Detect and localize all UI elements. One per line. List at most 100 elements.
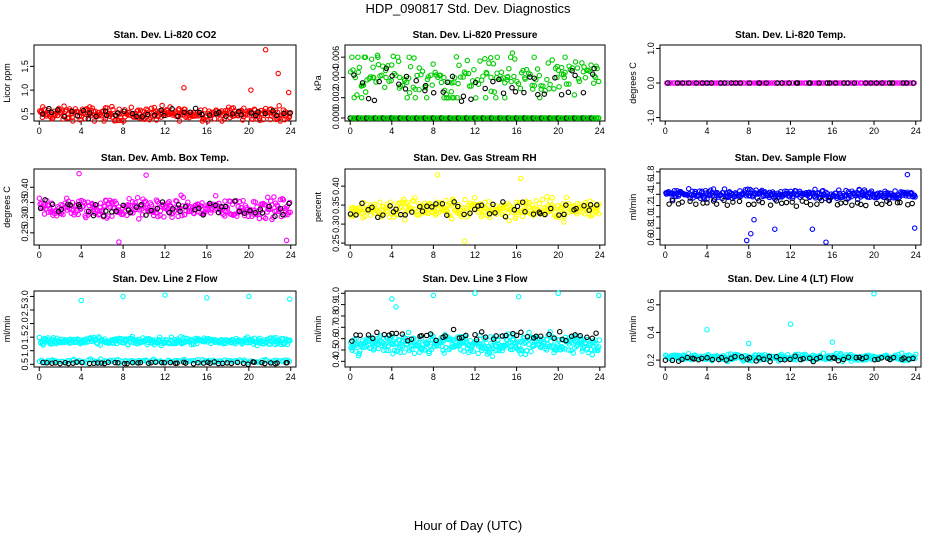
- data-point-primary: [687, 195, 693, 201]
- data-point-primary: [547, 329, 553, 335]
- data-point-secondary: [207, 200, 213, 207]
- data-point-baseline: [394, 115, 400, 121]
- data-point-primary: [109, 103, 115, 110]
- data-point-primary: [212, 192, 219, 199]
- data-point-primary-scatter: [456, 62, 462, 69]
- data-point-secondary: [572, 332, 578, 338]
- data-point-baseline: [555, 115, 561, 121]
- data-point-secondary: [753, 358, 759, 364]
- data-point-secondary: [897, 199, 903, 206]
- points-group: [663, 171, 918, 245]
- data-point-secondary: [503, 332, 509, 339]
- data-point-primary: [478, 213, 485, 220]
- data-point-primary-scatter: [419, 68, 426, 75]
- data-point-secondary: [286, 200, 292, 207]
- data-point-primary: [892, 188, 898, 194]
- data-point-primary-scatter: [487, 55, 494, 61]
- data-point-secondary: [561, 211, 567, 218]
- data-point-primary: [674, 352, 680, 359]
- data-point-secondary: [905, 201, 911, 208]
- data-point-primary: [279, 196, 286, 202]
- data-point-secondary: [120, 202, 126, 209]
- points-group: [37, 47, 294, 124]
- data-point-primary-scatter: [572, 59, 579, 65]
- data-point-secondary: [766, 353, 773, 360]
- x-tick-label: 20: [553, 250, 563, 260]
- data-point-primary: [49, 115, 55, 122]
- data-point-primary: [280, 335, 286, 342]
- x-tick-label: 0: [663, 126, 668, 136]
- data-point-primary: [378, 338, 385, 345]
- data-point-primary-scatter: [455, 80, 461, 87]
- data-point-primary: [287, 337, 293, 344]
- data-point-secondary: [863, 354, 869, 360]
- data-point-primary: [820, 350, 827, 356]
- data-point-secondary: [482, 85, 488, 92]
- data-point-primary: [405, 329, 412, 336]
- data-point-baseline: [527, 115, 533, 121]
- data-point-primary-scatter: [551, 86, 557, 92]
- data-point-secondary: [351, 72, 357, 78]
- data-point-secondary: [826, 197, 833, 204]
- data-point-primary: [389, 333, 395, 340]
- y-tick-label: 0.7: [331, 321, 341, 334]
- data-point-secondary: [826, 80, 833, 86]
- data-point-primary-scatter: [555, 67, 562, 73]
- data-point-baseline: [545, 115, 551, 121]
- x-tick-label: 20: [244, 126, 254, 136]
- data-point-primary: [460, 205, 467, 212]
- data-point-primary: [185, 199, 191, 205]
- data-point-secondary: [76, 203, 83, 210]
- data-point-baseline: [548, 115, 555, 121]
- x-tick-label: 16: [512, 126, 522, 136]
- data-point-primary: [488, 74, 494, 81]
- data-point-baseline: [387, 115, 393, 121]
- data-point-outlier: [751, 216, 757, 223]
- data-point-outlier: [248, 87, 254, 93]
- data-point-baseline: [490, 115, 497, 121]
- data-point-secondary: [152, 359, 159, 365]
- panel-2: Stan. Dev. Li-820 Pressure 0 4 8 12 16 20 24 0.0…: [313, 30, 606, 136]
- data-point-secondary: [270, 108, 276, 114]
- data-point-secondary: [46, 105, 52, 112]
- data-point-baseline: [457, 115, 463, 121]
- data-point-baseline: [560, 115, 566, 121]
- data-point-baseline: [498, 115, 505, 121]
- data-point-secondary: [679, 199, 685, 205]
- data-point-secondary: [442, 333, 448, 339]
- data-point-baseline: [465, 115, 472, 121]
- data-point-secondary: [393, 330, 400, 337]
- data-point-secondary: [349, 338, 355, 344]
- data-point-secondary: [277, 205, 284, 212]
- data-point-secondary: [371, 97, 378, 104]
- x-tick-label: 0: [348, 126, 353, 136]
- x-tick-label: 24: [286, 126, 296, 136]
- panel-title: Stan. Dev. Gas Stream RH: [413, 153, 536, 164]
- data-point-primary: [176, 106, 182, 112]
- data-point-primary-scatter: [588, 62, 594, 68]
- data-point-secondary: [386, 332, 392, 338]
- data-point-baseline: [369, 115, 375, 121]
- data-point-secondary: [787, 356, 793, 363]
- data-point-primary: [276, 336, 283, 343]
- y-axis-label: Licor ppm: [2, 63, 12, 103]
- data-point-secondary: [832, 80, 839, 86]
- data-point-secondary: [387, 203, 393, 209]
- data-point-secondary: [215, 209, 222, 216]
- data-point-primary: [239, 117, 246, 123]
- data-point-primary: [89, 105, 96, 111]
- x-tick-label: 8: [746, 250, 751, 260]
- data-point-baseline: [475, 115, 482, 121]
- data-point-secondary: [548, 205, 554, 212]
- data-point-secondary: [79, 359, 85, 366]
- points-group: [347, 290, 603, 360]
- x-tick-label: 0: [348, 372, 353, 382]
- x-tick-label: 16: [202, 372, 212, 382]
- x-tick-label: 8: [121, 250, 126, 260]
- data-point-primary: [471, 194, 478, 201]
- data-point-secondary: [74, 113, 81, 119]
- data-point-primary: [588, 346, 595, 353]
- data-point-secondary: [831, 355, 838, 361]
- data-point-primary-scatter: [522, 76, 528, 82]
- data-point-secondary: [359, 80, 366, 86]
